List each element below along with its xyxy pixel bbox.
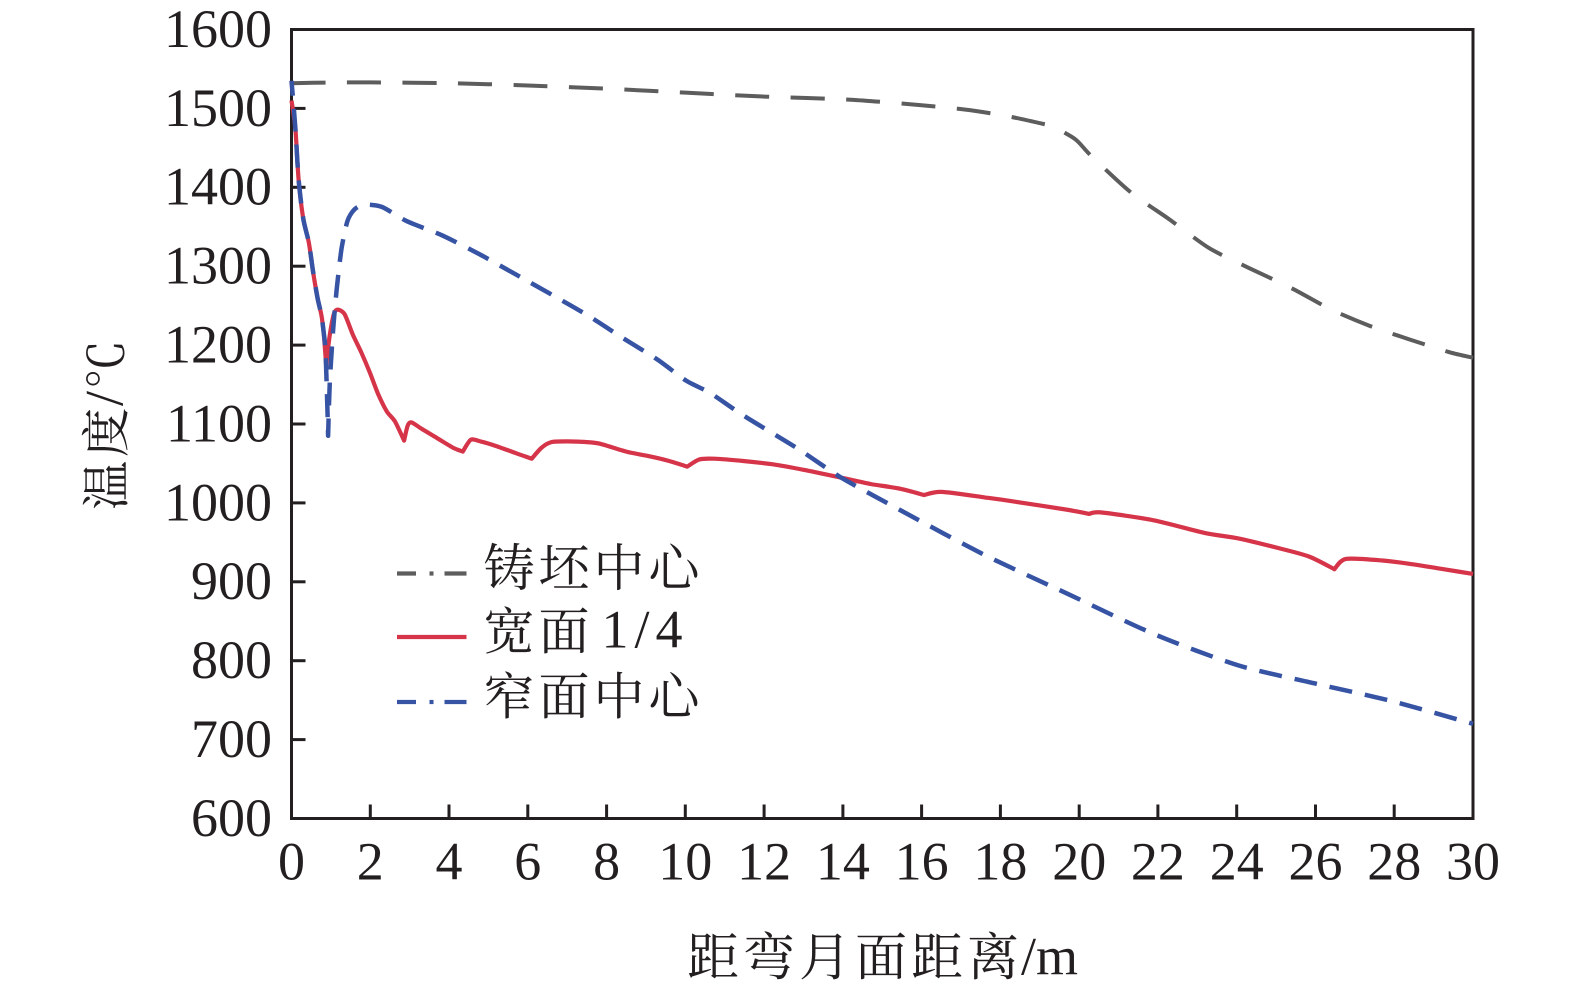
svg-text:14: 14 xyxy=(816,832,870,892)
svg-text:900: 900 xyxy=(191,551,272,611)
svg-text:/: / xyxy=(75,391,135,406)
svg-text:1100: 1100 xyxy=(166,393,272,453)
svg-text:1300: 1300 xyxy=(164,236,272,296)
svg-text:20: 20 xyxy=(1052,832,1106,892)
svg-text:1400: 1400 xyxy=(164,157,272,217)
svg-text:1000: 1000 xyxy=(164,472,272,532)
svg-text:28: 28 xyxy=(1367,832,1421,892)
svg-text:6: 6 xyxy=(514,832,541,892)
svg-text:/m: /m xyxy=(1021,926,1078,986)
svg-text:16: 16 xyxy=(895,832,949,892)
svg-text:10: 10 xyxy=(658,832,712,892)
svg-text:26: 26 xyxy=(1289,832,1343,892)
svg-text:30: 30 xyxy=(1446,832,1500,892)
svg-text:1/4: 1/4 xyxy=(602,600,689,660)
svg-text:0: 0 xyxy=(278,832,305,892)
svg-text:12: 12 xyxy=(737,832,791,892)
svg-text:2: 2 xyxy=(357,832,384,892)
svg-text:1600: 1600 xyxy=(164,0,272,59)
svg-text:600: 600 xyxy=(191,788,272,848)
svg-text:8: 8 xyxy=(593,832,620,892)
svg-text:1200: 1200 xyxy=(164,315,272,375)
svg-text:800: 800 xyxy=(191,630,272,690)
svg-text:22: 22 xyxy=(1131,832,1185,892)
svg-text:1500: 1500 xyxy=(164,78,272,138)
svg-text:24: 24 xyxy=(1210,832,1264,892)
svg-text:18: 18 xyxy=(973,832,1027,892)
svg-text:4: 4 xyxy=(436,832,463,892)
svg-text:700: 700 xyxy=(191,709,272,769)
